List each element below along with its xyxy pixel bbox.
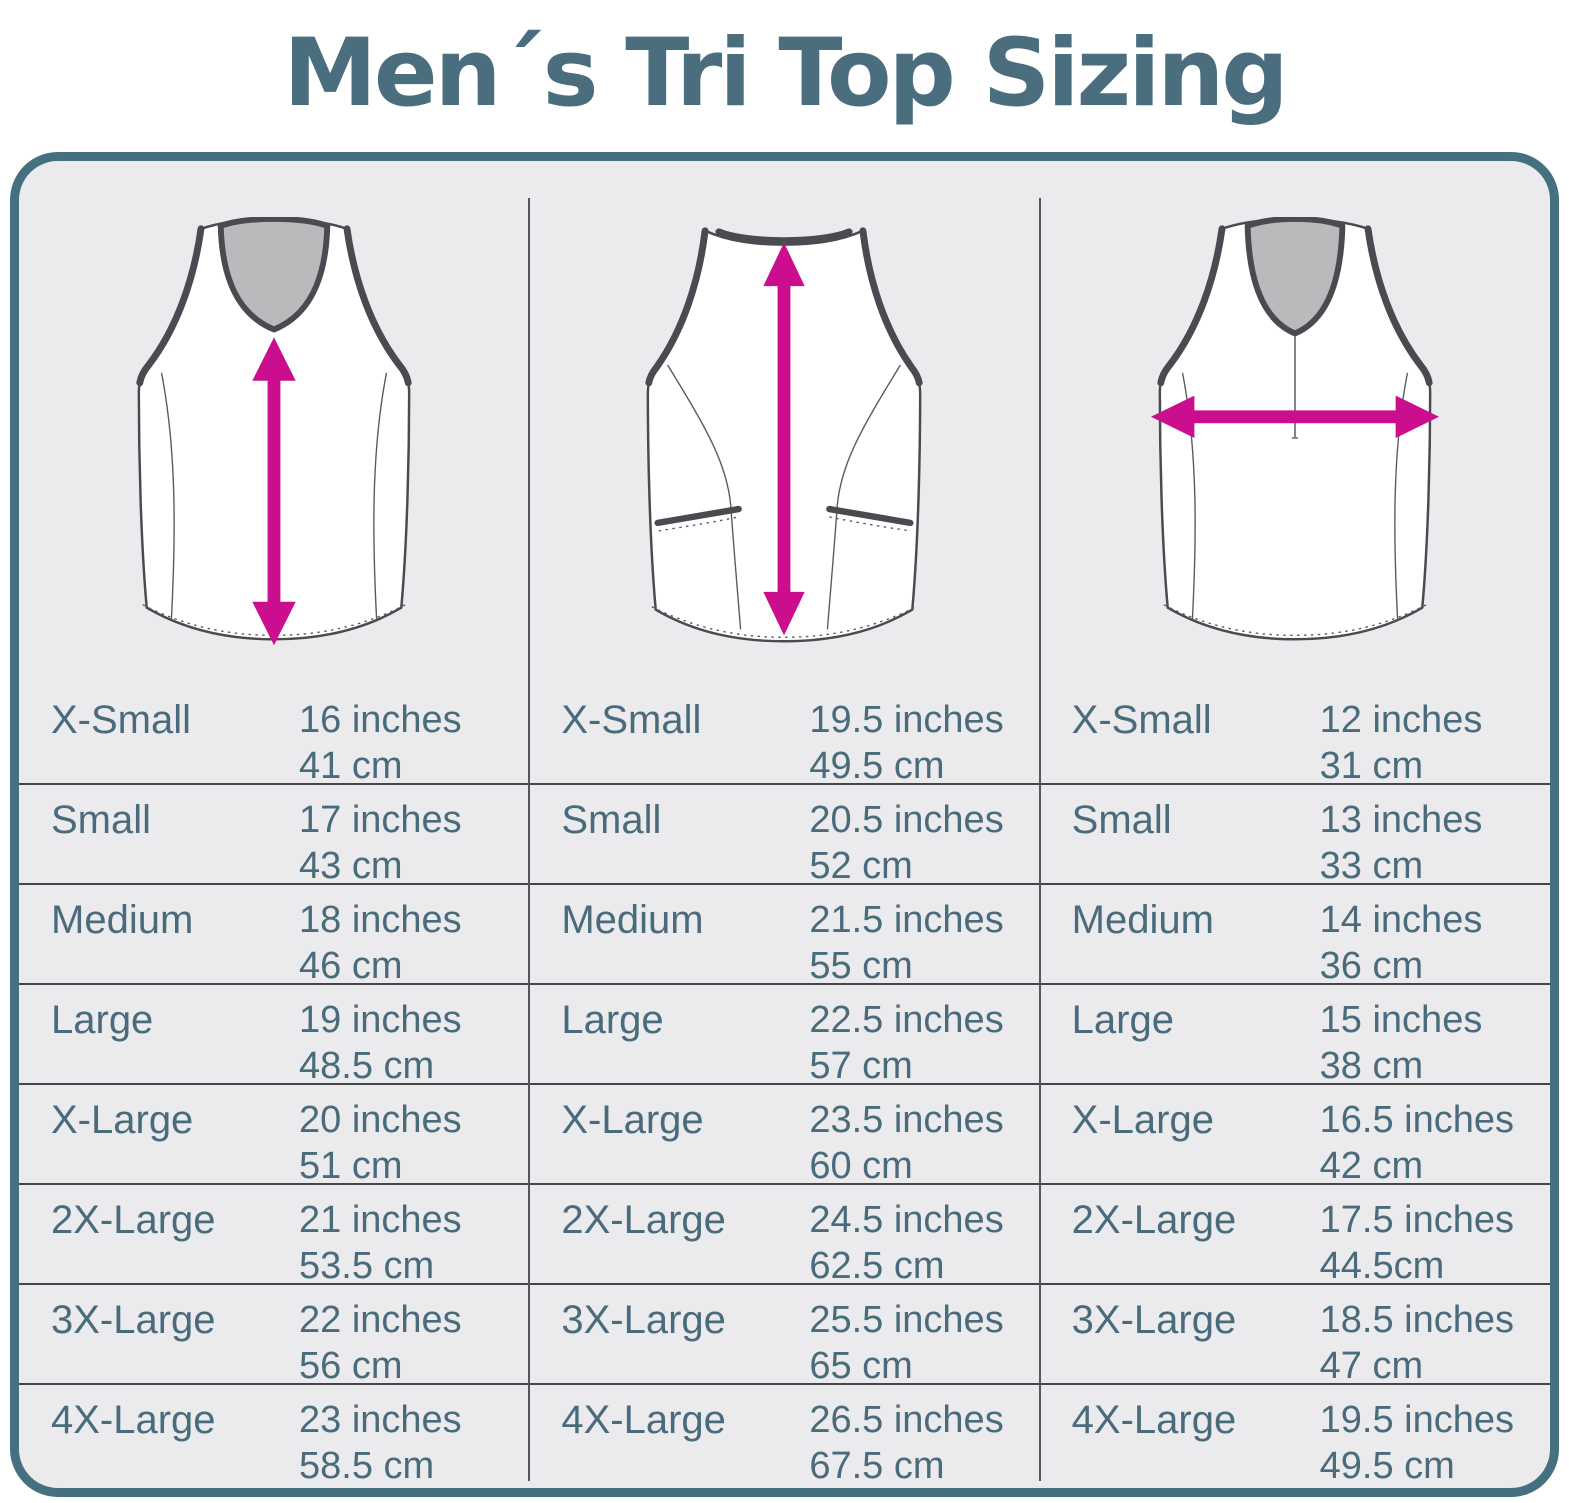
size-label: 4X-Large: [1071, 1398, 1237, 1442]
cm-value: 58.5 cm: [299, 1445, 435, 1487]
inches-value: 15 inches: [1319, 999, 1483, 1041]
inches-value: 14 inches: [1319, 899, 1483, 941]
table-row: 4X-Large 23 inches 58.5 cm 4X-Large 26.5 …: [19, 1383, 1550, 1487]
size-label: X-Large: [51, 1098, 194, 1142]
size-label: 2X-Large: [561, 1198, 726, 1242]
size-label: Small: [561, 798, 662, 842]
inches-value: 25.5 inches: [809, 1299, 1004, 1341]
cm-value: 52 cm: [809, 845, 913, 887]
cm-value: 42 cm: [1319, 1145, 1424, 1187]
inches-value: 19.5 inches: [1319, 1399, 1515, 1441]
cm-value: 48.5 cm: [299, 1045, 435, 1087]
size-label: Small: [1071, 798, 1172, 842]
cm-value: 44.5cm: [1319, 1245, 1445, 1287]
size-label: 4X-Large: [51, 1398, 216, 1442]
size-label: X-Small: [561, 698, 702, 742]
size-label: Medium: [561, 898, 704, 942]
size-label: 2X-Large: [1071, 1198, 1237, 1242]
size-label: Medium: [51, 898, 194, 942]
size-label: Small: [51, 798, 152, 842]
cm-value: 53.5 cm: [299, 1245, 435, 1287]
size-label: 2X-Large: [51, 1198, 216, 1242]
inches-value: 17 inches: [299, 799, 462, 841]
inches-value: 24.5 inches: [809, 1199, 1004, 1241]
cm-value: 49.5 cm: [809, 745, 945, 787]
cm-value: 51 cm: [299, 1145, 403, 1187]
tri-top-front-length-illustration: [136, 217, 412, 646]
size-label: 3X-Large: [1071, 1298, 1237, 1342]
sizing-table: X-Small 16 inches 41 cm X-Small 19.5 inch…: [19, 685, 1550, 1487]
size-label: 3X-Large: [561, 1298, 726, 1342]
size-label: X-Small: [51, 698, 192, 742]
size-label: Large: [51, 998, 154, 1042]
back-length-measure-arrow-icon: [763, 242, 806, 636]
chest-width-measure-arrow-icon: [1150, 395, 1439, 439]
cm-value: 62.5 cm: [809, 1245, 945, 1287]
size-label: X-Large: [561, 1098, 704, 1142]
tri-top-back-length-illustration: [645, 227, 924, 643]
cm-value: 67.5 cm: [809, 1445, 945, 1487]
page-title: Men´s Tri Top Sizing: [283, 19, 1288, 128]
cm-value: 43 cm: [299, 845, 403, 887]
cm-value: 65 cm: [809, 1345, 913, 1387]
inches-value: 22.5 inches: [809, 999, 1004, 1041]
inches-value: 26.5 inches: [809, 1399, 1004, 1441]
front-length-measure-arrow-icon: [252, 337, 296, 646]
inches-value: 19.5 inches: [809, 699, 1004, 741]
inches-value: 23 inches: [299, 1399, 462, 1441]
inches-value: 20 inches: [299, 1099, 462, 1141]
cm-value: 56 cm: [299, 1345, 403, 1387]
inches-value: 20.5 inches: [809, 799, 1004, 841]
table-row: Large 19 inches 48.5 cm Large 22.5 inches…: [19, 983, 1550, 1087]
size-label: X-Small: [1071, 698, 1212, 742]
inches-value: 22 inches: [299, 1299, 462, 1341]
cm-value: 31 cm: [1319, 745, 1424, 787]
inches-value: 16 inches: [299, 699, 462, 741]
size-label: Large: [561, 998, 664, 1042]
table-row: 3X-Large 22 inches 56 cm 3X-Large 25.5 in…: [19, 1283, 1550, 1387]
table-row: Small 17 inches 43 cm Small 20.5 inches 52…: [19, 783, 1550, 887]
cm-value: 57 cm: [809, 1045, 913, 1087]
tri-top-chest-width-illustration: [1150, 217, 1439, 641]
cm-value: 55 cm: [809, 945, 913, 987]
size-label: X-Large: [1071, 1098, 1214, 1142]
inches-value: 18.5 inches: [1319, 1299, 1515, 1341]
garment-illustrations: [19, 161, 1550, 685]
table-row: X-Small 16 inches 41 cm X-Small 19.5 inch…: [19, 685, 1550, 787]
size-label: Medium: [1071, 898, 1214, 942]
inches-value: 12 inches: [1319, 699, 1483, 741]
inches-value: 21 inches: [299, 1199, 462, 1241]
table-row: X-Large 20 inches 51 cm X-Large 23.5 inch…: [19, 1083, 1550, 1187]
inches-value: 23.5 inches: [809, 1099, 1004, 1141]
cm-value: 38 cm: [1319, 1045, 1424, 1087]
table-row: Medium 18 inches 46 cm Medium 21.5 inches…: [19, 883, 1550, 987]
cm-value: 33 cm: [1319, 845, 1424, 887]
cm-value: 60 cm: [809, 1145, 913, 1187]
sizing-board: X-Small 16 inches 41 cm X-Small 19.5 inch…: [10, 152, 1559, 1497]
size-label: Large: [1071, 998, 1174, 1042]
cm-value: 46 cm: [299, 945, 403, 987]
cm-value: 41 cm: [299, 745, 403, 787]
inches-value: 18 inches: [299, 899, 462, 941]
inches-value: 19 inches: [299, 999, 462, 1041]
cm-value: 36 cm: [1319, 945, 1424, 987]
inches-value: 13 inches: [1319, 799, 1483, 841]
cm-value: 49.5 cm: [1319, 1445, 1455, 1487]
column-divider: [528, 198, 531, 1481]
column-divider: [1038, 198, 1041, 1481]
size-label: 4X-Large: [561, 1398, 726, 1442]
inches-value: 21.5 inches: [809, 899, 1004, 941]
inches-value: 17.5 inches: [1319, 1199, 1515, 1241]
inches-value: 16.5 inches: [1319, 1099, 1515, 1141]
cm-value: 47 cm: [1319, 1345, 1424, 1387]
size-label: 3X-Large: [51, 1298, 216, 1342]
table-row: 2X-Large 21 inches 53.5 cm 2X-Large 24.5 …: [19, 1183, 1550, 1287]
